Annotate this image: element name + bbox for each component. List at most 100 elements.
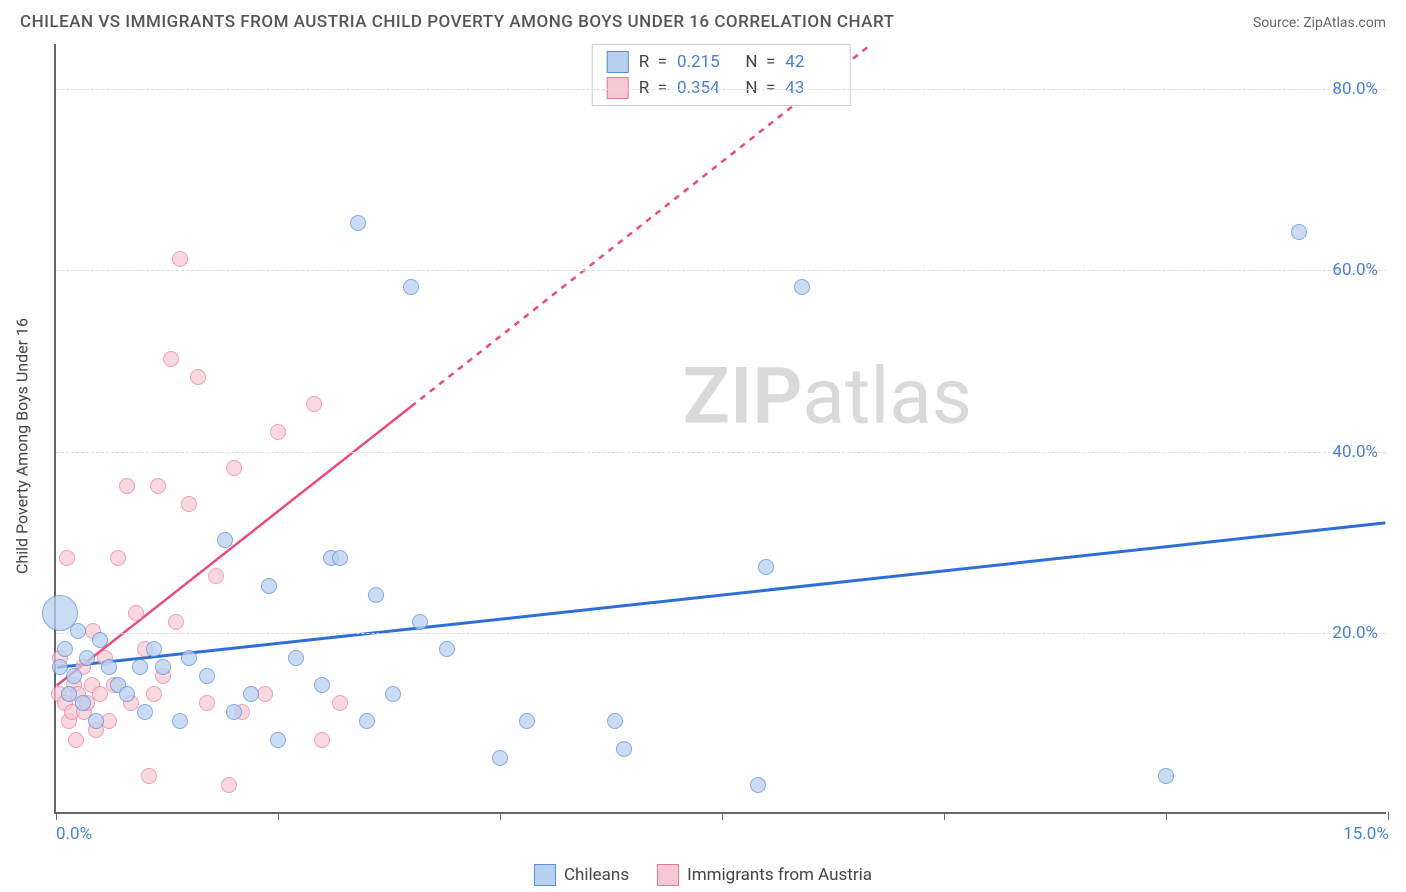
legend-row: R = 0.354 N = 43 [607,75,836,101]
data-point [616,741,632,757]
y-tick-label: 80.0% [1332,79,1378,99]
data-point [226,460,242,476]
data-point [137,704,153,720]
data-point [132,659,148,675]
legend-r-label: R = [639,78,667,98]
data-point [492,750,508,766]
gridline [56,452,1386,453]
legend-r-value: 0.354 [677,78,727,98]
data-point [217,532,233,548]
gridline [56,270,1386,271]
data-point [68,732,84,748]
data-point [172,713,188,729]
y-tick-label: 20.0% [1332,623,1378,643]
data-point [208,568,224,584]
data-point [385,686,401,702]
scatter-chart: ZIPatlas R = 0.215 N = 42 R = 0.354 N = 43 20… [54,44,1386,814]
data-point [439,641,455,657]
data-point [168,614,184,630]
data-point [146,686,162,702]
data-point [306,396,322,412]
data-point [101,659,117,675]
x-tick [1388,812,1389,820]
legend-swatch [607,51,629,73]
data-point [607,713,623,729]
data-point [270,732,286,748]
data-point [332,695,348,711]
y-tick-label: 60.0% [1332,260,1378,280]
data-point [221,777,237,793]
data-point [119,478,135,494]
gridline [56,89,1386,90]
data-point [758,559,774,575]
data-point [163,351,179,367]
series-legend: Chileans Immigrants from Austria [534,864,872,886]
chart-header: CHILEAN VS IMMIGRANTS FROM AUSTRIA CHILD… [0,0,1406,40]
trend-line [57,523,1386,668]
data-point [794,279,810,295]
data-point [110,550,126,566]
data-point [141,768,157,784]
legend-item: Immigrants from Austria [657,864,872,886]
data-point [199,668,215,684]
legend-n-label: N = [737,52,775,72]
legend-r-label: R = [639,52,667,72]
legend-swatch [534,864,556,886]
data-point [59,550,75,566]
x-tick [1166,812,1167,820]
data-point [75,695,91,711]
data-point [350,215,366,231]
x-tick-label: 15.0% [1343,824,1389,844]
y-axis-label: Child Poverty Among Boys Under 16 [13,318,32,574]
data-point [243,686,259,702]
legend-swatch [607,77,629,99]
data-point [70,623,86,639]
gridline [56,633,1386,634]
data-point [750,777,766,793]
data-point [119,686,135,702]
legend-label: Immigrants from Austria [687,865,872,885]
data-point [1291,224,1307,240]
data-point [226,704,242,720]
y-tick-label: 40.0% [1332,442,1378,462]
data-point [79,650,95,666]
data-point [359,713,375,729]
data-point [88,713,104,729]
data-point [172,251,188,267]
watermark-text: ZIPatlas [683,352,972,443]
legend-n-value: 43 [785,78,835,98]
data-point [146,641,162,657]
data-point [261,578,277,594]
data-point [403,279,419,295]
x-tick [722,812,723,820]
legend-item: Chileans [534,864,629,886]
legend-n-label: N = [737,78,775,98]
data-point [181,650,197,666]
data-point [150,478,166,494]
x-tick [56,812,57,820]
legend-row: R = 0.215 N = 42 [607,49,836,75]
data-point [368,587,384,603]
legend-r-value: 0.215 [677,52,727,72]
data-point [1158,768,1174,784]
x-tick-label: 0.0% [56,824,92,844]
data-point [412,614,428,630]
legend-swatch [657,864,679,886]
data-point [288,650,304,666]
data-point [314,732,330,748]
data-point [181,496,197,512]
data-point [270,424,286,440]
legend-label: Chileans [564,865,629,885]
x-tick [500,812,501,820]
trend-line-solid [57,407,411,686]
data-point [155,659,171,675]
data-point [92,632,108,648]
x-tick [944,812,945,820]
data-point [314,677,330,693]
x-tick [278,812,279,820]
data-point [519,713,535,729]
source-attribution: Source: ZipAtlas.com [1253,15,1386,31]
legend-n-value: 42 [785,52,835,72]
data-point [332,550,348,566]
data-point [66,668,82,684]
